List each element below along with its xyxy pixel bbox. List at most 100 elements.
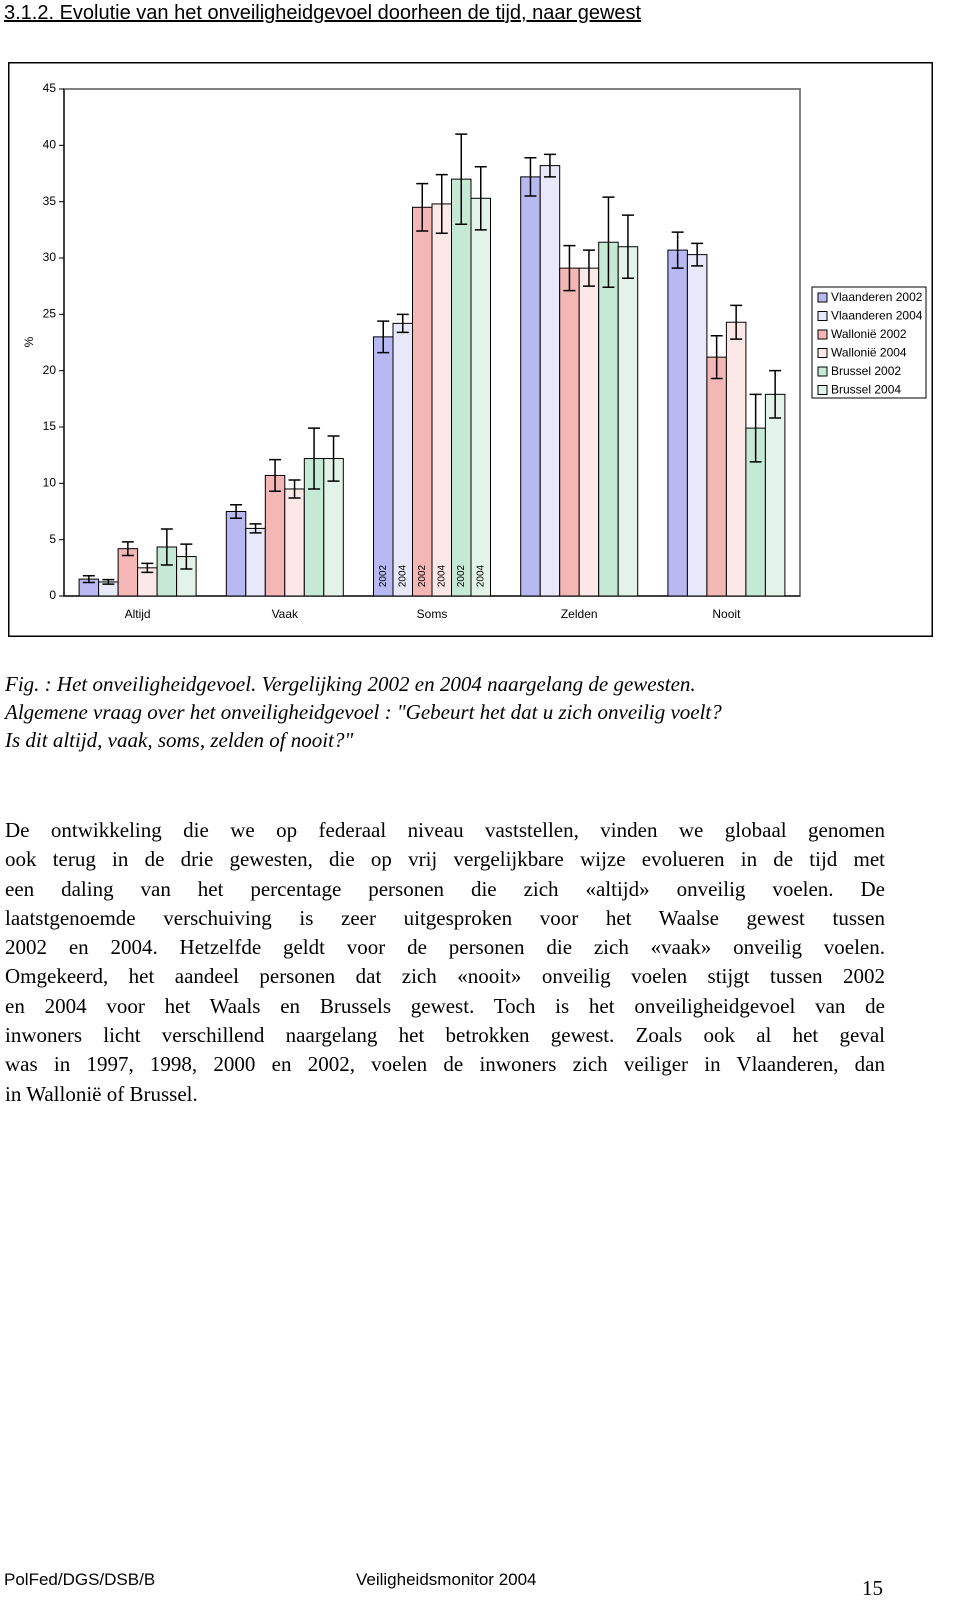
bar [764,393,786,597]
error-bar [308,427,321,490]
bar [451,178,472,597]
legend-swatch [817,348,828,358]
caption-line: Is dit altijd, vaak, soms, zelden of noo… [5,728,354,752]
legend-label: Wallonië 2002 [831,327,907,341]
legend-swatch [817,292,828,303]
x-tick-label: Nooit [712,607,741,621]
error-bar [180,543,193,570]
error-bar [563,244,576,292]
paragraph-line: laatstgenoemde verschuiving is zeer uitg… [5,905,885,930]
bar [598,241,619,597]
error-bar [769,369,782,419]
error-bar [671,231,684,269]
bar [245,527,266,597]
bar [559,267,580,597]
paragraph: De ontwikkeling die we op federaal nivea… [5,816,885,1109]
error-bar [327,435,340,482]
error-bar [749,393,762,463]
paragraph-line: inwoners licht verschillend naargelang h… [5,1023,885,1048]
error-bar [288,479,301,499]
bar-label: 2004 [436,564,447,587]
footer-center: Veiligheidsmonitor 2004 [356,1570,537,1589]
x-tick-label: Altijd [125,607,151,621]
x-tick-label: Zelden [561,607,598,621]
y-axis-label: % [22,336,36,347]
error-bar [435,173,448,234]
legend-label: Vlaanderen 2002 [831,290,923,304]
caption-line: Algemene vraag over het onveiligheidgevo… [5,700,722,724]
y-tick-label: 40 [43,138,57,152]
bar-label: 2002 [417,564,428,587]
bar [539,165,561,597]
page-number: 15 [862,1576,883,1600]
bar [392,322,413,597]
error-bar [396,313,409,334]
error-bar [602,196,615,289]
bar [520,176,541,597]
bar [725,321,747,597]
y-tick-label: 30 [43,250,57,264]
error-bar [474,165,487,231]
paragraph-line: in Wallonië of Brussel. [5,1081,198,1106]
x-tick-label: Soms [417,607,448,621]
error-bar [141,562,154,574]
error-bar [455,133,468,225]
paragraph-line: ook terug in de drie gewesten, die op vr… [5,847,885,872]
bar [264,474,286,597]
legend-label: Brussel 2004 [831,383,901,397]
bar [412,206,433,597]
footer-left: PolFed/DGS/DSB/B [4,1570,156,1589]
paragraph-line: 2002 en 2004. Hetzelfde geldt voor de pe… [5,935,885,960]
legend-swatch [817,311,828,321]
bar [431,203,452,597]
error-bar [582,249,595,287]
paragraph-line: was in 1997, 1998, 2000 en 2002, voelen … [5,1052,885,1077]
bar-label: 2004 [475,564,486,587]
y-tick-label: 15 [43,419,57,433]
error-bar [160,528,173,566]
error-bar [121,541,134,557]
paragraph-line: een daling van het percentage personen d… [5,876,885,901]
bar [225,511,247,597]
error-bar [230,503,243,520]
legend-swatch [817,366,828,377]
bar [706,356,727,597]
error-bar [710,334,723,380]
y-tick-label: 35 [43,194,57,208]
legend-swatch [817,329,828,340]
y-tick-label: 25 [43,307,57,321]
y-tick-label: 0 [49,588,56,602]
error-bar [82,574,95,584]
error-bar [543,153,556,178]
bar-label: 2004 [397,564,408,587]
error-bar [377,320,390,354]
bar [686,254,708,597]
y-tick-label: 20 [43,363,57,377]
bar-label: 2002 [456,564,467,587]
error-bar [691,242,704,267]
bar [373,336,394,597]
x-tick-label: Vaak [272,607,299,621]
y-tick-label: 45 [43,81,57,95]
bar [578,267,600,597]
chart: % 0 5 10 15 20 25 30 35 40 45 Altijd Vaak Soms Zelden… [8,62,933,637]
paragraph-line: De ontwikkeling die we op federaal nivea… [5,818,885,842]
error-bar [269,458,282,492]
error-bar [249,523,262,534]
legend-label: Brussel 2002 [831,364,901,378]
error-bar [416,182,429,232]
error-bar [621,214,634,280]
bar [617,246,639,597]
error-bar [524,156,537,197]
paragraph-line: en 2004 voor het Waals en Brussels gewes… [5,993,885,1018]
paragraph-line: Omgekeerd, het aandeel personen dat zich… [5,964,885,989]
bar [284,488,305,597]
error-bar [730,304,743,340]
bar [667,249,688,597]
caption-line: Fig. : Het onveiligheidgevoel. Vergelijk… [5,672,696,696]
section-title: 3.1.2. Evolutie van het onveiligheidgevo… [4,2,642,24]
y-tick-label: 10 [43,476,57,490]
bar [470,197,491,597]
legend-label: Vlaanderen 2004 [831,309,923,323]
